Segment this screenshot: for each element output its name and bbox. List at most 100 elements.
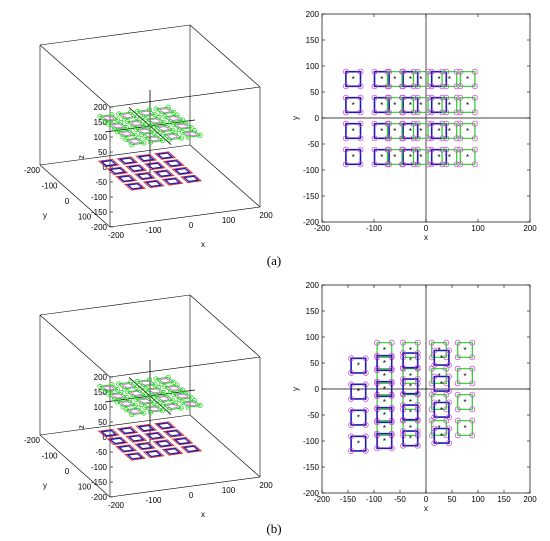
corner-marker: [454, 380, 461, 387]
corner-marker: [428, 135, 435, 142]
magenta-square: [147, 136, 160, 142]
center-marker: *: [380, 75, 383, 84]
red-square: [135, 153, 158, 163]
green-square: [412, 97, 429, 113]
corner-marker: [362, 381, 369, 388]
corner-marker: [457, 146, 464, 153]
y-tick-label: 50: [310, 88, 319, 97]
green-square: [153, 394, 174, 403]
corner-marker: [457, 135, 464, 142]
blue-square: [345, 96, 362, 114]
corner-marker: [388, 352, 395, 359]
corner-marker: [453, 94, 460, 101]
z-tick-label: 50: [98, 418, 107, 427]
magenta-square: [167, 385, 180, 391]
x-axis-label: x: [201, 240, 205, 249]
corner-marker: [457, 94, 464, 101]
corner-marker: [115, 387, 121, 393]
corner-marker: [471, 161, 478, 168]
corner-marker: [453, 109, 460, 116]
center-marker: *: [409, 127, 412, 136]
blue-square: [100, 159, 118, 167]
green-square: [441, 149, 458, 165]
reference-axis-y: [128, 377, 172, 415]
corner-marker: [399, 109, 406, 116]
corner-marker: [428, 120, 435, 127]
blue-square: [156, 152, 174, 159]
corner-marker: [142, 122, 148, 128]
corner-marker: [425, 68, 432, 75]
y-tick-label: 150: [306, 36, 320, 45]
corner-marker: [445, 440, 452, 447]
corner-marker: [454, 354, 461, 361]
blue-square: [145, 450, 163, 458]
box-edge-bottom: [39, 414, 191, 436]
green-square: [431, 368, 447, 384]
magenta-square: [111, 393, 124, 399]
center-marker: *: [383, 437, 386, 446]
corner-marker: [445, 399, 452, 406]
corner-marker: [399, 68, 406, 75]
corner-marker: [454, 339, 461, 346]
corner-marker: [425, 94, 432, 101]
x-tick-label: 200: [523, 495, 537, 504]
red-square: [171, 166, 194, 176]
blue-square: [136, 442, 154, 450]
corner-marker: [348, 381, 355, 388]
center-marker: *: [448, 101, 451, 110]
magenta-square: [130, 390, 143, 396]
corner-marker: [357, 94, 364, 101]
z-axis-label: z: [77, 155, 86, 159]
z-tick-label: 200: [94, 103, 108, 112]
corner-marker: [357, 161, 364, 168]
blue-square: [137, 424, 155, 432]
magenta-square: [158, 378, 172, 384]
blue-square: [156, 422, 174, 429]
corner-marker: [97, 383, 103, 389]
corner-marker: [410, 94, 417, 101]
corner-marker: [123, 137, 129, 143]
green-square: [431, 420, 447, 436]
y-tick-label: -100: [41, 182, 58, 191]
center-marker: *: [352, 75, 355, 84]
center-marker: *: [466, 127, 469, 136]
corner-marker: [133, 396, 139, 402]
corner-marker: [141, 410, 147, 416]
corner-marker: [384, 146, 391, 153]
blue-square: [165, 430, 183, 437]
corner-marker: [133, 384, 139, 390]
corner-marker: [171, 109, 177, 115]
magenta-square: [148, 388, 162, 394]
y-tick-label: -100: [41, 452, 58, 461]
red-square: [144, 161, 166, 171]
center-marker: *: [409, 408, 412, 417]
corner-marker: [445, 388, 452, 395]
z-tick-label: 0: [103, 433, 108, 442]
blue-square: [173, 167, 192, 175]
green-square: [181, 130, 202, 138]
blue-square: [108, 167, 127, 175]
corner-marker: [428, 146, 435, 153]
magenta-square: [157, 396, 170, 402]
panel-label-a: (a): [267, 253, 281, 268]
blue-square: [345, 122, 362, 140]
corner-marker: [431, 425, 438, 432]
corner-marker: [162, 384, 168, 390]
corner-marker: [374, 339, 381, 346]
magenta-square: [102, 385, 115, 391]
corner-marker: [362, 447, 369, 454]
corner-marker: [471, 94, 478, 101]
green-square: [143, 135, 164, 143]
magenta-square: [158, 108, 172, 114]
green-square: [117, 111, 138, 120]
corner-marker: [439, 83, 446, 90]
red-square: [162, 159, 185, 168]
center-marker: *: [448, 153, 451, 162]
box-edge-bottom: [189, 144, 261, 208]
magenta-square: [121, 113, 134, 119]
corner-marker: [348, 369, 355, 376]
magenta-square: [102, 115, 115, 121]
corner-marker: [384, 161, 391, 168]
green-square: [107, 122, 128, 130]
